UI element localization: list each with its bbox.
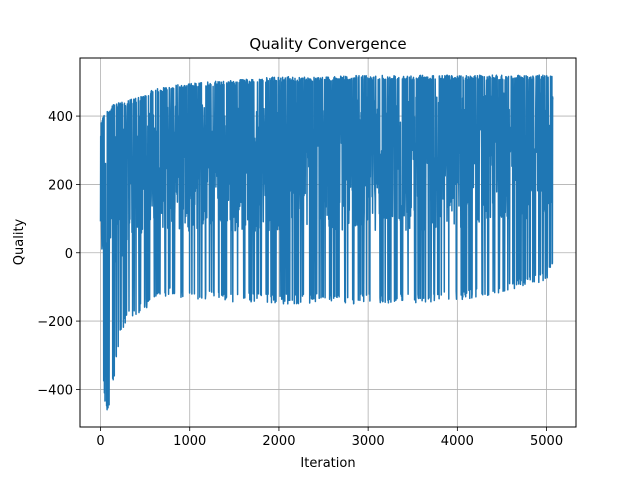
y-axis-label: Quality — [12, 218, 27, 265]
x-axis-label: Iteration — [300, 456, 355, 471]
x-tick-label: 5000 — [530, 434, 563, 449]
x-tick-label: 1000 — [173, 434, 206, 449]
x-tick-label: 3000 — [352, 434, 385, 449]
y-axis-ticks: −400 −200 0 200 400 — [37, 110, 80, 398]
y-tick-label: −200 — [37, 315, 73, 330]
y-tick-label: 400 — [48, 110, 73, 125]
x-tick-label: 2000 — [262, 434, 295, 449]
y-tick-label: −400 — [37, 383, 73, 398]
y-tick-label: 0 — [65, 247, 73, 262]
x-tick-label: 4000 — [441, 434, 474, 449]
plot-frame — [79, 57, 577, 428]
y-tick-label: 200 — [48, 178, 73, 193]
series-quality — [99, 74, 554, 411]
x-axis-ticks: 0 1000 2000 3000 4000 5000 — [96, 427, 563, 449]
x-tick-label: 0 — [96, 434, 104, 449]
chart-title: Quality Convergence — [249, 35, 406, 53]
quality-line — [99, 74, 554, 411]
